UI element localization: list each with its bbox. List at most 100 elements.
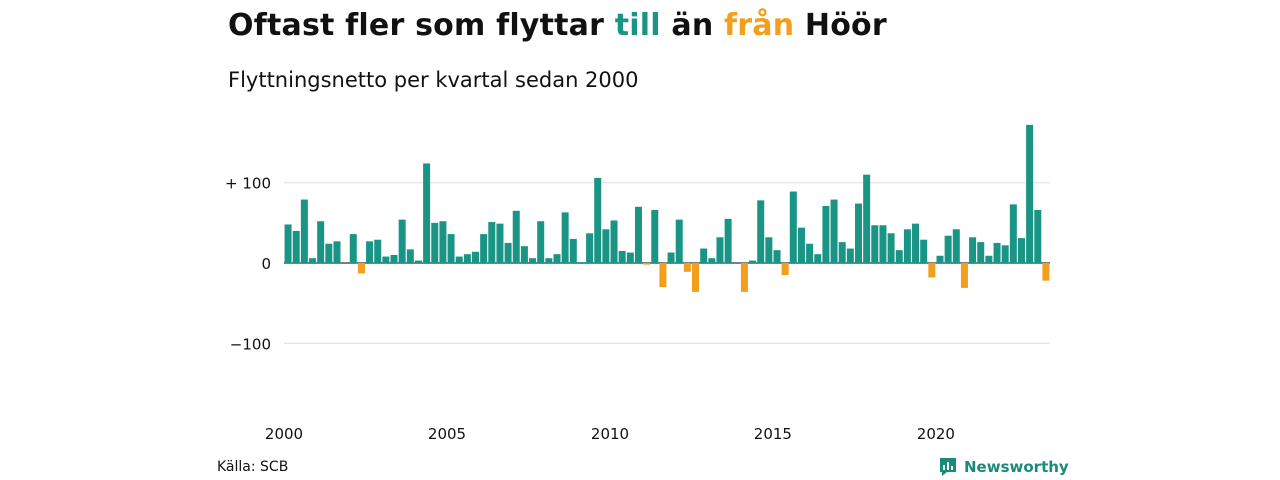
bar xyxy=(960,263,968,288)
bar xyxy=(390,254,398,263)
bar xyxy=(879,225,887,263)
bar xyxy=(374,239,382,263)
bar xyxy=(789,191,797,263)
bar xyxy=(618,250,626,263)
bar xyxy=(610,220,618,263)
axis-labels: −100 0 + 100 2000 2005 2010 2015 2020 xyxy=(225,175,955,443)
bar xyxy=(643,263,651,265)
bar xyxy=(895,250,903,263)
x-tick-label: 2020 xyxy=(917,425,955,443)
bar xyxy=(781,263,789,276)
bar xyxy=(455,256,463,263)
bar xyxy=(903,229,911,263)
bar xyxy=(692,263,700,292)
bar xyxy=(496,223,504,263)
bar xyxy=(740,263,748,292)
y-tick-label: 0 xyxy=(261,255,271,273)
bar xyxy=(1034,210,1042,263)
bar xyxy=(757,200,765,263)
bar xyxy=(472,251,480,263)
bar xyxy=(325,243,333,263)
bar xyxy=(846,248,854,263)
title-prefix: Oftast fler som flyttar xyxy=(228,8,615,43)
bar xyxy=(423,163,431,263)
bar xyxy=(602,229,610,263)
bar xyxy=(586,233,594,263)
bar xyxy=(488,222,496,263)
bar xyxy=(887,233,895,263)
bar xyxy=(480,234,488,263)
bar xyxy=(749,260,757,263)
bar xyxy=(944,235,952,263)
bar xyxy=(708,258,716,263)
bar xyxy=(439,221,447,263)
bar xyxy=(806,243,814,263)
bar xyxy=(724,218,732,263)
bar xyxy=(773,250,781,263)
x-tick-label: 2000 xyxy=(265,425,303,443)
bar xyxy=(414,260,422,263)
bar xyxy=(1009,204,1017,263)
bar xyxy=(634,206,642,263)
bar xyxy=(797,227,805,263)
bar xyxy=(683,263,691,272)
bar xyxy=(357,263,365,274)
bar xyxy=(765,237,773,263)
bar xyxy=(700,248,708,263)
title-highlight-fran: från xyxy=(724,8,795,43)
bar xyxy=(822,205,830,263)
bar xyxy=(545,258,553,263)
bar xyxy=(447,234,455,263)
bar xyxy=(382,256,390,263)
bar xyxy=(594,177,602,263)
brand-name: Newsworthy xyxy=(964,458,1069,476)
bar xyxy=(936,255,944,263)
bar xyxy=(1042,263,1050,281)
bar xyxy=(928,263,936,278)
bar xyxy=(863,174,871,263)
bar xyxy=(912,223,920,263)
bar xyxy=(300,199,308,263)
brand-logo: Newsworthy xyxy=(938,456,1069,478)
bar xyxy=(920,239,928,263)
bar xyxy=(651,210,659,263)
bar xyxy=(1017,238,1025,263)
bar xyxy=(406,249,414,263)
chart-subtitle: Flyttningsnetto per kvartal sedan 2000 xyxy=(228,68,639,92)
bar xyxy=(1001,245,1009,263)
bar xyxy=(309,258,317,263)
bar xyxy=(716,237,724,263)
bar xyxy=(993,242,1001,263)
bars xyxy=(284,124,1050,292)
bar xyxy=(814,254,822,263)
bar xyxy=(537,221,545,263)
title-mid: än xyxy=(660,8,725,43)
x-tick-label: 2005 xyxy=(428,425,466,443)
bar xyxy=(626,252,634,263)
title-highlight-till: till xyxy=(614,8,661,43)
bar xyxy=(292,230,300,263)
bar xyxy=(871,225,879,263)
y-tick-label: −100 xyxy=(230,335,271,353)
x-tick-label: 2010 xyxy=(591,425,629,443)
bar xyxy=(659,263,667,288)
bar xyxy=(317,221,325,263)
bar xyxy=(577,262,585,263)
x-tick-label: 2015 xyxy=(754,425,792,443)
bar xyxy=(830,199,838,263)
bar xyxy=(1026,124,1034,263)
bar-chart: −100 0 + 100 2000 2005 2010 2015 2020 xyxy=(225,124,1050,443)
bar xyxy=(520,246,528,263)
source-note: Källa: SCB xyxy=(217,459,289,475)
newsworthy-logo-icon xyxy=(940,458,956,476)
bar xyxy=(667,252,675,263)
y-tick-label: + 100 xyxy=(225,175,271,193)
bar xyxy=(529,258,537,263)
bar xyxy=(504,242,512,263)
bar xyxy=(952,229,960,263)
bar xyxy=(284,224,292,263)
bar xyxy=(855,203,863,263)
bar xyxy=(569,238,577,263)
bar xyxy=(463,254,471,263)
chart-title: Oftast fler som flyttar till än från Höö… xyxy=(228,8,887,43)
